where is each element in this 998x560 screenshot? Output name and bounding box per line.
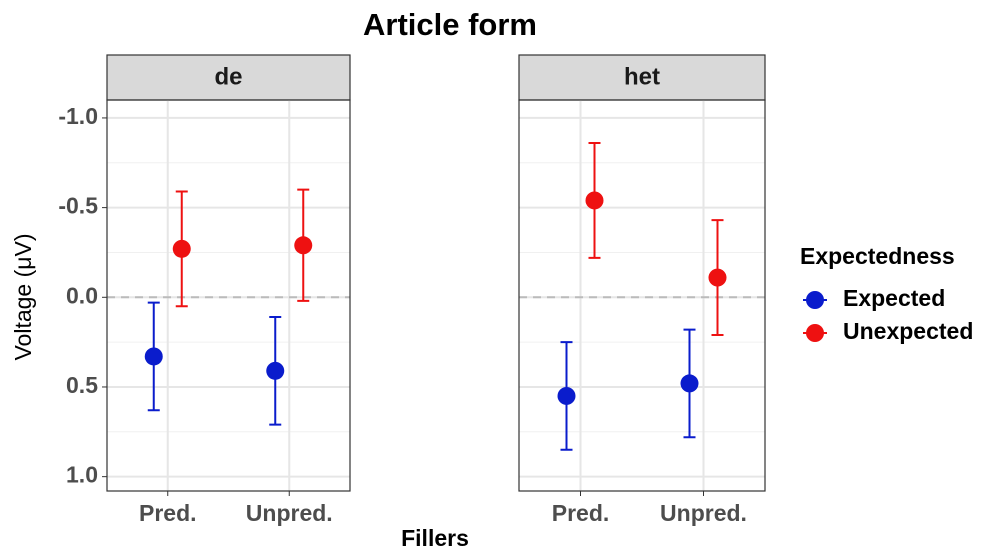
panel-border [518, 99, 766, 492]
y-tick-label: 0.5 [66, 372, 98, 398]
facet-label: het [624, 63, 660, 90]
point [172, 239, 191, 258]
x-tick-label: Pred. [139, 500, 197, 526]
y-tick-label: 0.0 [66, 282, 98, 308]
x-tick-label: Unpred. [660, 500, 747, 526]
x-axis-label: Fillers [401, 525, 469, 551]
point [708, 268, 727, 287]
legend-title: Expectedness [800, 243, 955, 269]
point [144, 347, 163, 366]
y-tick-label: 1.0 [66, 462, 98, 488]
legend-key [806, 291, 824, 309]
x-tick-label: Unpred. [246, 500, 333, 526]
y-tick-label: -1.0 [58, 103, 98, 129]
facet-label: de [214, 63, 242, 90]
y-tick-label: -0.5 [58, 193, 98, 219]
strip [106, 54, 351, 101]
point [585, 191, 604, 210]
point [680, 374, 699, 393]
legend-label: Unexpected [843, 318, 973, 344]
legend-label: Expected [843, 285, 945, 311]
point [294, 236, 313, 255]
point [266, 361, 285, 380]
chart-title: Article form [363, 7, 537, 42]
y-axis-label: Voltage (μV) [10, 233, 36, 360]
legend-key [806, 324, 824, 342]
point [557, 386, 576, 405]
panel-border [106, 99, 351, 492]
x-tick-label: Pred. [552, 500, 610, 526]
